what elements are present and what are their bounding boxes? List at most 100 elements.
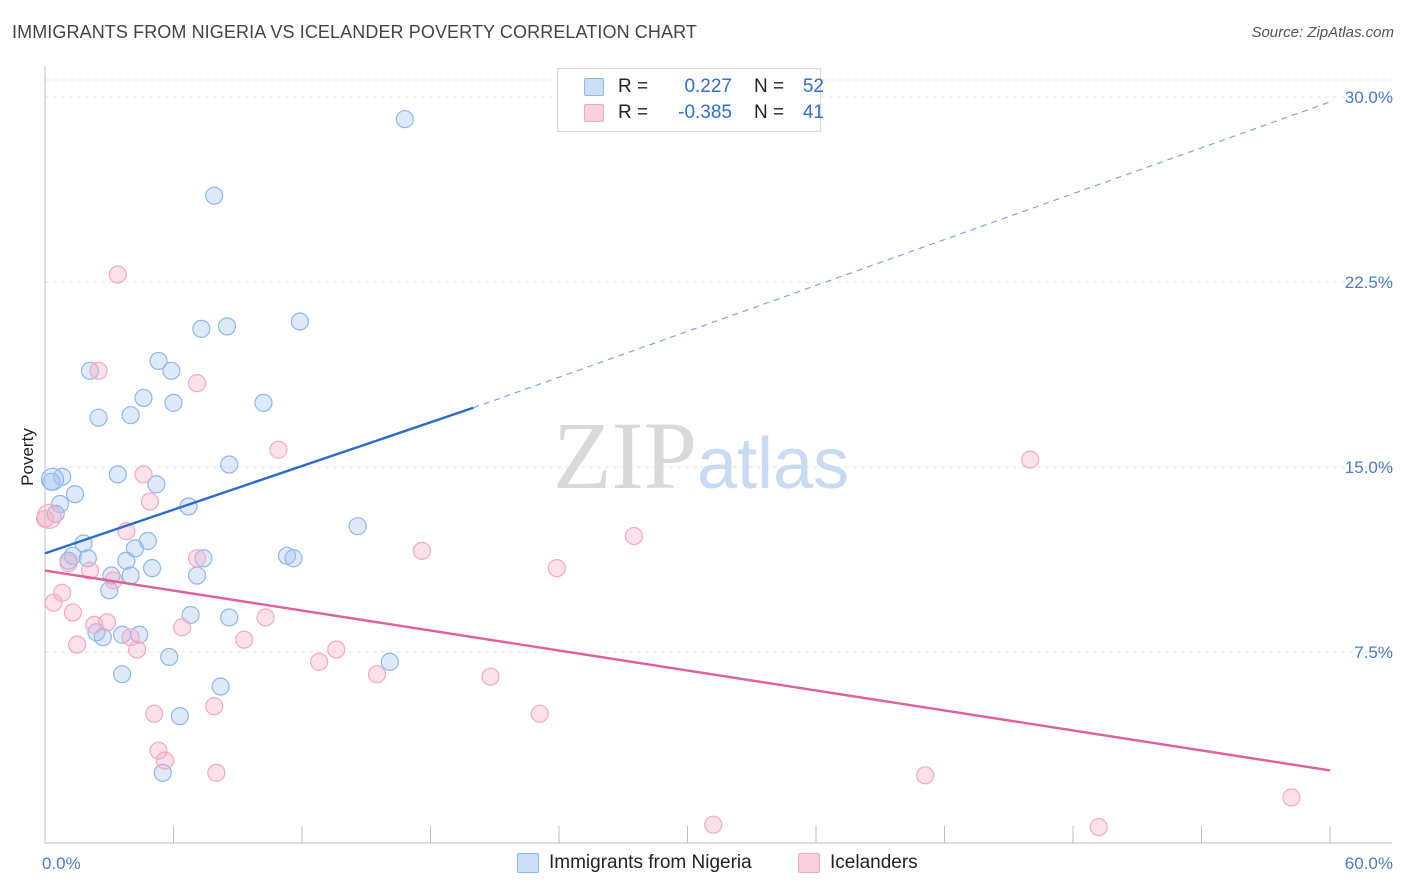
data-point [63, 603, 82, 622]
data-point [46, 504, 65, 523]
trendline-nigeria-extension [473, 101, 1331, 409]
data-point [142, 559, 162, 578]
data-point [530, 704, 549, 723]
x-tick-label: 0.0% [42, 854, 81, 873]
series-nigeria-points [42, 110, 414, 782]
data-point [125, 539, 145, 558]
data-point [207, 763, 226, 782]
data-point [127, 640, 147, 659]
data-point [1021, 450, 1040, 469]
y-axis-label: Poverty [18, 428, 37, 486]
data-point [916, 766, 935, 785]
data-point [704, 815, 723, 834]
data-point [40, 467, 65, 491]
data-point [624, 526, 644, 546]
data-point [205, 186, 224, 205]
y-tick-label: 22.5% [1345, 273, 1393, 292]
trendline-nigeria [44, 406, 474, 555]
source-label: Source: ZipAtlas.com [1251, 24, 1394, 41]
data-point [44, 593, 63, 612]
data-point [145, 704, 164, 723]
data-point [121, 566, 140, 585]
data-point [89, 408, 108, 427]
data-point [194, 549, 213, 568]
data-point [256, 608, 275, 627]
data-point [327, 640, 346, 659]
legend-r-value-icelanders: -0.385 [678, 102, 732, 123]
data-point [367, 665, 387, 684]
data-point [395, 110, 414, 129]
data-point [310, 652, 329, 671]
data-point [160, 647, 179, 667]
data-point [108, 265, 127, 284]
legend-r-label: R = [618, 76, 649, 97]
y-tick-label: 30.0% [1345, 88, 1393, 107]
legend-n-label: N = [754, 102, 785, 123]
data-point [205, 697, 224, 716]
legend-label-nigeria: Immigrants from Nigeria [549, 852, 752, 873]
data-point [217, 317, 237, 336]
data-point [170, 707, 190, 726]
y-tick-label: 15.0% [1345, 458, 1393, 477]
legend-n-value-icelanders: 41 [802, 102, 824, 123]
data-point [187, 566, 207, 585]
data-point [1282, 788, 1301, 807]
data-point [235, 630, 254, 649]
data-point [68, 635, 87, 654]
data-point [149, 741, 168, 760]
data-point [162, 361, 181, 380]
data-point [80, 561, 100, 580]
data-point [134, 388, 153, 408]
legend-swatch-icelanders [584, 104, 604, 122]
series-legend: Immigrants from Nigeria Icelanders [0, 852, 1406, 878]
data-point [187, 374, 207, 393]
data-point [164, 393, 183, 412]
legend-item-icelanders[interactable]: Icelanders [798, 852, 918, 874]
legend-swatch-nigeria [584, 78, 604, 96]
data-point [547, 559, 566, 578]
legend-n-label: N = [754, 76, 785, 97]
stats-legend: R = 0.227 N = 52 R = -0.385 N = 41 [557, 68, 824, 132]
data-point [112, 665, 132, 684]
data-point [140, 492, 160, 511]
data-point [412, 541, 432, 560]
chart-title: IMMIGRANTS FROM NIGERIA VS ICELANDER POV… [12, 22, 697, 42]
legend-swatch-nigeria [517, 853, 539, 873]
data-point [1089, 818, 1108, 837]
legend-n-value-nigeria: 52 [802, 76, 824, 97]
data-point [380, 652, 399, 671]
data-point [181, 605, 200, 625]
data-point [187, 549, 207, 568]
data-point [93, 628, 112, 647]
data-point [98, 613, 117, 632]
data-point [149, 351, 168, 371]
data-point [89, 361, 108, 380]
series-icelanders-points [35, 265, 1301, 837]
legend-item-nigeria[interactable]: Immigrants from Nigeria [517, 852, 752, 874]
data-point [65, 485, 85, 504]
data-point [290, 312, 309, 331]
y-tick-label: 7.5% [1354, 643, 1393, 662]
x-tick-label: 60.0% [1345, 854, 1393, 873]
legend-row-icelanders: R = -0.385 N = 41 [558, 100, 824, 126]
data-point [121, 406, 140, 425]
data-point [59, 554, 78, 573]
legend-row-nigeria: R = 0.227 N = 52 [558, 74, 824, 100]
legend-r-label: R = [618, 102, 649, 123]
data-point [155, 751, 175, 770]
data-point [192, 319, 211, 338]
trendline-icelanders [44, 569, 1331, 772]
data-point [211, 677, 230, 696]
data-point [134, 465, 153, 484]
data-point [117, 551, 136, 570]
data-point [172, 618, 192, 637]
legend-swatch-icelanders [798, 853, 820, 873]
data-point [254, 393, 273, 412]
data-point [220, 455, 239, 474]
data-point [269, 440, 288, 459]
data-point [100, 581, 119, 600]
legend-label-icelanders: Icelanders [830, 852, 918, 873]
data-point [147, 475, 166, 494]
data-point [220, 608, 239, 627]
